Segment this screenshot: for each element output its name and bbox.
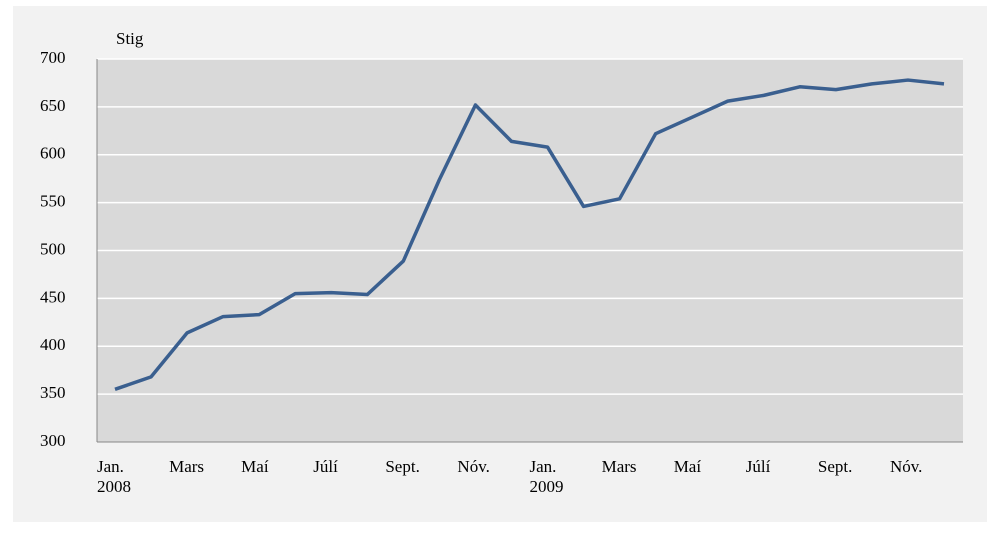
y-tick-label: 350: [40, 383, 66, 402]
y-tick-label: 400: [40, 335, 66, 354]
y-tick-label: 500: [40, 239, 66, 258]
x-tick-label: Júlí: [313, 457, 338, 476]
x-tick-label: Mars: [169, 457, 204, 476]
x-tick-label: Nóv.: [457, 457, 489, 476]
y-tick-label: 650: [40, 96, 66, 115]
y-tick-label: 700: [40, 48, 66, 67]
x-tick-label: Sept.: [818, 457, 852, 476]
x-tick-label: Maí: [674, 457, 702, 476]
y-tick-label: 300: [40, 431, 66, 450]
x-tick-label: Nóv.: [890, 457, 922, 476]
x-tick-label: Sept.: [385, 457, 419, 476]
x-tick-label: Júlí: [746, 457, 771, 476]
y-tick-label: 450: [40, 287, 66, 306]
x-tick-label: Mars: [602, 457, 637, 476]
y-axis-label: Stig: [116, 29, 144, 48]
data-line: [114, 78, 945, 391]
y-tick-label: 600: [40, 144, 66, 163]
x-tick-label: Jan. 2008: [97, 457, 131, 496]
x-tick-label: Jan. 2009: [530, 457, 564, 496]
y-tick-label: 550: [40, 192, 66, 211]
x-tick-label: Maí: [241, 457, 269, 476]
